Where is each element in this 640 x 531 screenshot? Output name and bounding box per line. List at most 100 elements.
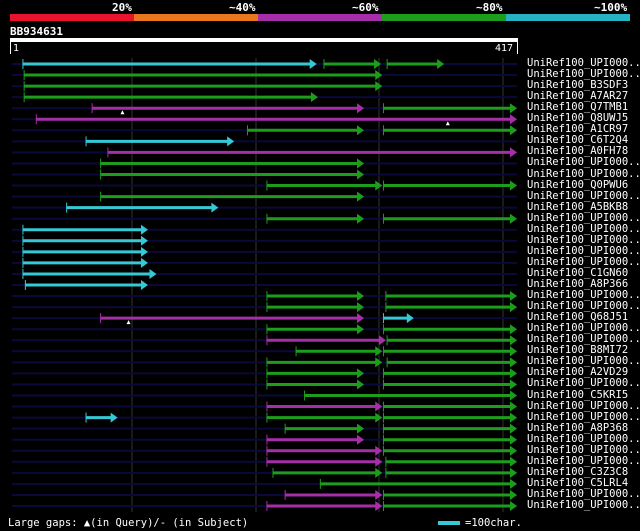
segment-arrow-icon [227,136,235,147]
segment-arrow-icon [357,313,365,324]
hit-label[interactable]: UniRef100_B3SDF3 [527,79,629,92]
segment-arrow-icon [149,268,157,279]
segment-arrow-icon [510,324,517,335]
segment-arrow-icon [140,235,148,246]
hit-label[interactable]: UniRef100_Q8UWJ5 [527,112,629,125]
segment-arrow-icon [357,169,365,180]
hit-label[interactable]: UniRef100_UPI000.. [527,454,640,467]
segment-arrow-icon [510,346,517,357]
legend-swatch-100 [506,14,630,21]
segment-arrow-icon [140,246,148,257]
hit-label[interactable]: UniRef100_Q7TMB1 [527,101,629,114]
segment-arrow-icon [357,125,365,136]
hit-label[interactable]: UniRef100_UPI000.. [527,68,640,81]
segment-arrow-icon [357,379,365,390]
legend-swatch-40 [134,14,258,21]
hit-label[interactable]: UniRef100_UPI000.. [527,233,640,246]
hit-label[interactable]: UniRef100_Q68J51 [527,311,629,324]
hit-label[interactable]: UniRef100_UPI000.. [527,399,640,412]
segment-arrow-icon [437,59,445,69]
hit-label[interactable]: UniRef100_UPI000.. [527,355,640,368]
hit-label[interactable]: UniRef100_C5KRI5 [527,388,629,401]
hit-label[interactable]: UniRef100_A5BKB8 [527,200,629,213]
hit-label[interactable]: UniRef100_UPI000.. [527,255,640,268]
segment-arrow-icon [375,456,383,467]
legend-swatch-80 [382,14,506,21]
hit-label[interactable]: UniRef100_UPI000.. [527,167,640,180]
legend-label-100: ~100% [594,1,628,14]
hit-label[interactable]: UniRef100_A2VD29 [527,366,629,379]
segment-arrow-icon [211,202,219,213]
segment-arrow-icon [510,456,517,467]
segment-arrow-icon [510,434,517,445]
segment-arrow-icon [378,335,386,346]
segment-arrow-icon [110,412,118,423]
segment-arrow-icon [510,103,517,114]
gap-legend-text: Large gaps: ▲(in Query)/- (in Subject) [8,517,249,529]
hit-label[interactable]: UniRef100_UPI000.. [527,189,640,202]
segment-arrow-icon [309,59,317,69]
hit-label[interactable]: UniRef100_UPI000.. [527,443,640,456]
segment-arrow-icon [375,489,383,500]
segment-arrow-icon [510,489,517,500]
hit-label[interactable]: UniRef100_A8P366 [527,278,629,290]
hit-label[interactable]: UniRef100_UPI000.. [527,222,640,235]
legend-label-80: ~80% [476,1,503,14]
hit-label[interactable]: UniRef100_B8MI72 [527,344,629,357]
segment-arrow-icon [510,180,517,191]
segment-arrow-icon [357,158,365,169]
hit-label[interactable]: UniRef100_A8P368 [527,421,629,434]
hit-label[interactable]: UniRef100_UPI000.. [527,211,640,224]
hit-label[interactable]: UniRef100_UPI000.. [527,156,640,169]
hit-label[interactable]: UniRef100_C6T2Q4 [527,134,629,147]
segment-arrow-icon [510,412,517,423]
identity-legend: 20% ~40% ~60% ~80% ~100% [0,0,640,22]
segment-arrow-icon [375,445,383,456]
scale-text: =100char. [465,517,522,529]
hit-label[interactable]: UniRef100_C3Z3C8 [527,465,629,478]
hit-label[interactable]: UniRef100_UPI000.. [527,300,640,313]
segment-arrow-icon [357,324,365,335]
segment-arrow-icon [510,467,517,478]
segment-arrow-icon [375,180,383,191]
hit-label[interactable]: UniRef100_UPI000.. [527,487,640,500]
segment-arrow-icon [510,390,517,401]
hit-label[interactable]: UniRef100_UPI000.. [527,410,640,423]
segment-arrow-icon [510,147,517,158]
hit-label[interactable]: UniRef100_A7AR27 [527,90,629,103]
hit-label[interactable]: UniRef100_UPI000.. [527,432,640,445]
segment-arrow-icon [357,423,365,434]
legend-label-60: ~60% [352,1,379,14]
hit-label[interactable]: UniRef100_UPI000.. [527,377,640,390]
segment-arrow-icon [510,114,517,125]
hit-label[interactable]: UniRef100_UPI000.. [527,289,640,302]
segment-arrow-icon [357,302,365,313]
hit-label[interactable]: UniRef100_C5LRL4 [527,476,629,489]
hit-label[interactable]: UniRef100_UPI000.. [527,499,640,511]
hit-label[interactable]: UniRef100_UPI000.. [527,322,640,335]
segment-arrow-icon [375,70,383,81]
segment-arrow-icon [510,125,517,136]
segment-arrow-icon [357,103,365,114]
query-gap-icon [126,320,131,325]
segment-arrow-icon [375,357,383,368]
hit-label[interactable]: UniRef100_A0FH78 [527,145,629,158]
query-bar [10,38,518,42]
hit-label[interactable]: UniRef100_UPI000.. [527,57,640,69]
segment-arrow-icon [375,501,383,511]
hit-label[interactable]: UniRef100_C1GN60 [527,266,629,279]
segment-arrow-icon [510,478,517,489]
scale-bar [438,521,460,525]
hit-label[interactable]: UniRef100_UPI000.. [527,333,640,346]
segment-arrow-icon [357,291,365,302]
segment-arrow-icon [375,412,383,423]
legend-label-20: 20% [112,1,132,14]
ruler-end-label: 417 [495,43,514,54]
segment-arrow-icon [510,445,517,456]
hit-label[interactable]: UniRef100_UPI000.. [527,244,640,257]
segment-arrow-icon [510,213,517,224]
hit-label[interactable]: UniRef100_A1CR97 [527,123,629,136]
query-name: BB934631 [10,25,63,38]
hit-label[interactable]: UniRef100_Q0PWU6 [527,178,629,191]
